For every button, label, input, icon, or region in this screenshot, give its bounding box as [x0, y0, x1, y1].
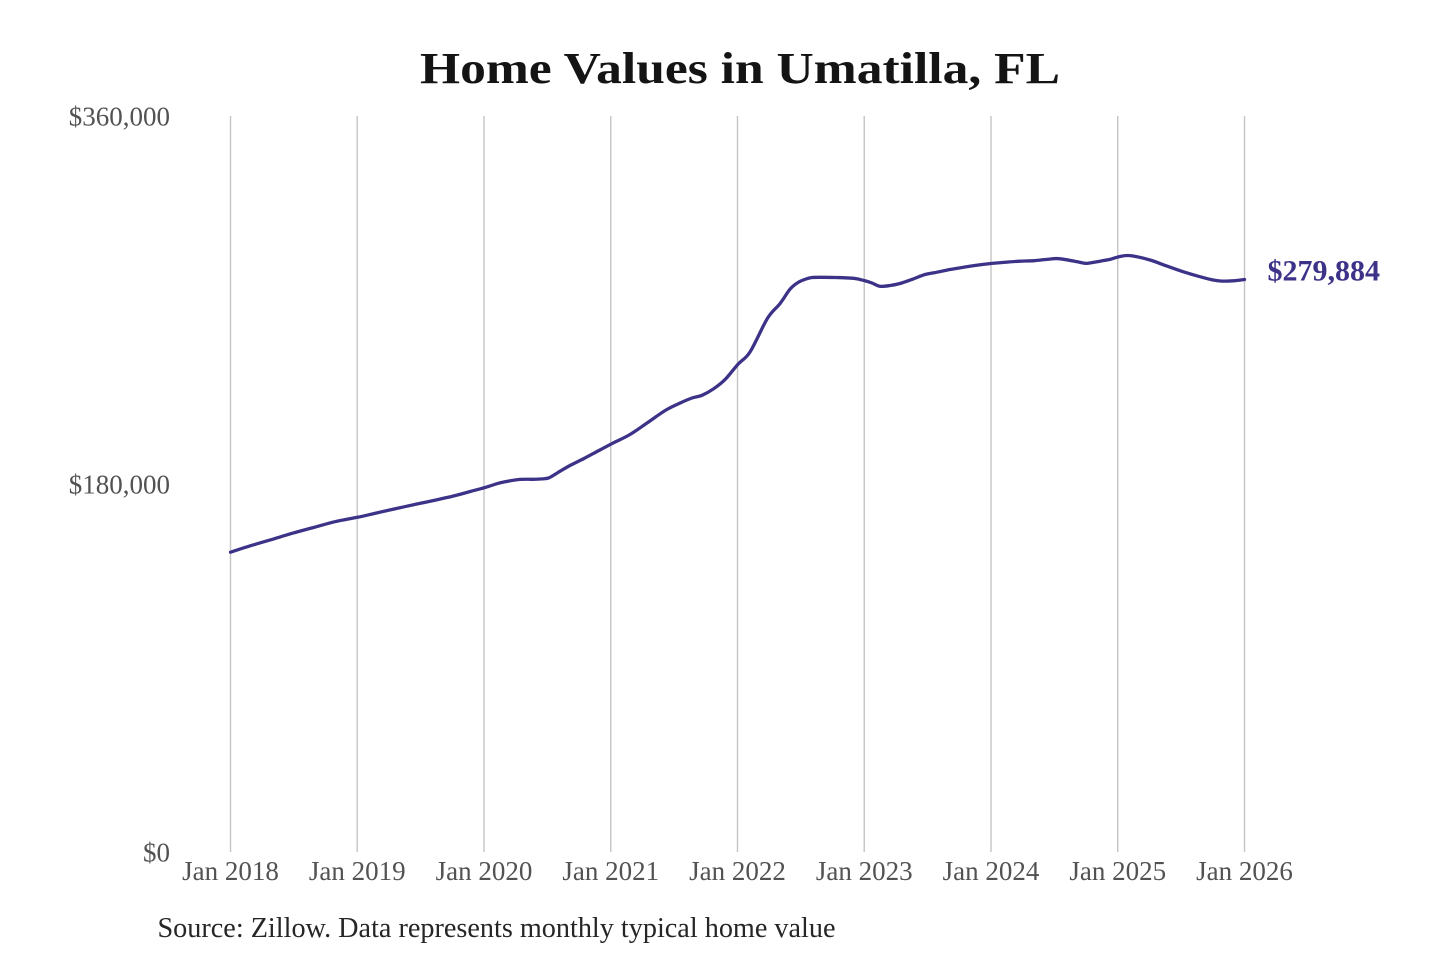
svg-text:$279,884: $279,884: [1268, 255, 1381, 288]
svg-text:Jan 2023: Jan 2023: [816, 856, 913, 886]
svg-text:Jan 2021: Jan 2021: [562, 856, 659, 886]
svg-text:$360,000: $360,000: [69, 102, 170, 132]
svg-text:Jan 2018: Jan 2018: [182, 856, 279, 886]
svg-text:Jan 2019: Jan 2019: [309, 856, 406, 886]
svg-text:Jan 2020: Jan 2020: [436, 856, 533, 886]
svg-text:Home Values in Umatilla, FL: Home Values in Umatilla, FL: [420, 44, 1060, 93]
svg-text:$0: $0: [143, 838, 170, 868]
svg-text:Jan 2024: Jan 2024: [943, 856, 1040, 886]
svg-text:$180,000: $180,000: [69, 470, 170, 500]
svg-text:Jan 2025: Jan 2025: [1069, 856, 1166, 886]
svg-text:Jan 2026: Jan 2026: [1196, 856, 1293, 886]
svg-text:Jan 2022: Jan 2022: [689, 856, 786, 886]
svg-text:Source: Zillow. Data represent: Source: Zillow. Data represents monthly …: [158, 913, 836, 944]
